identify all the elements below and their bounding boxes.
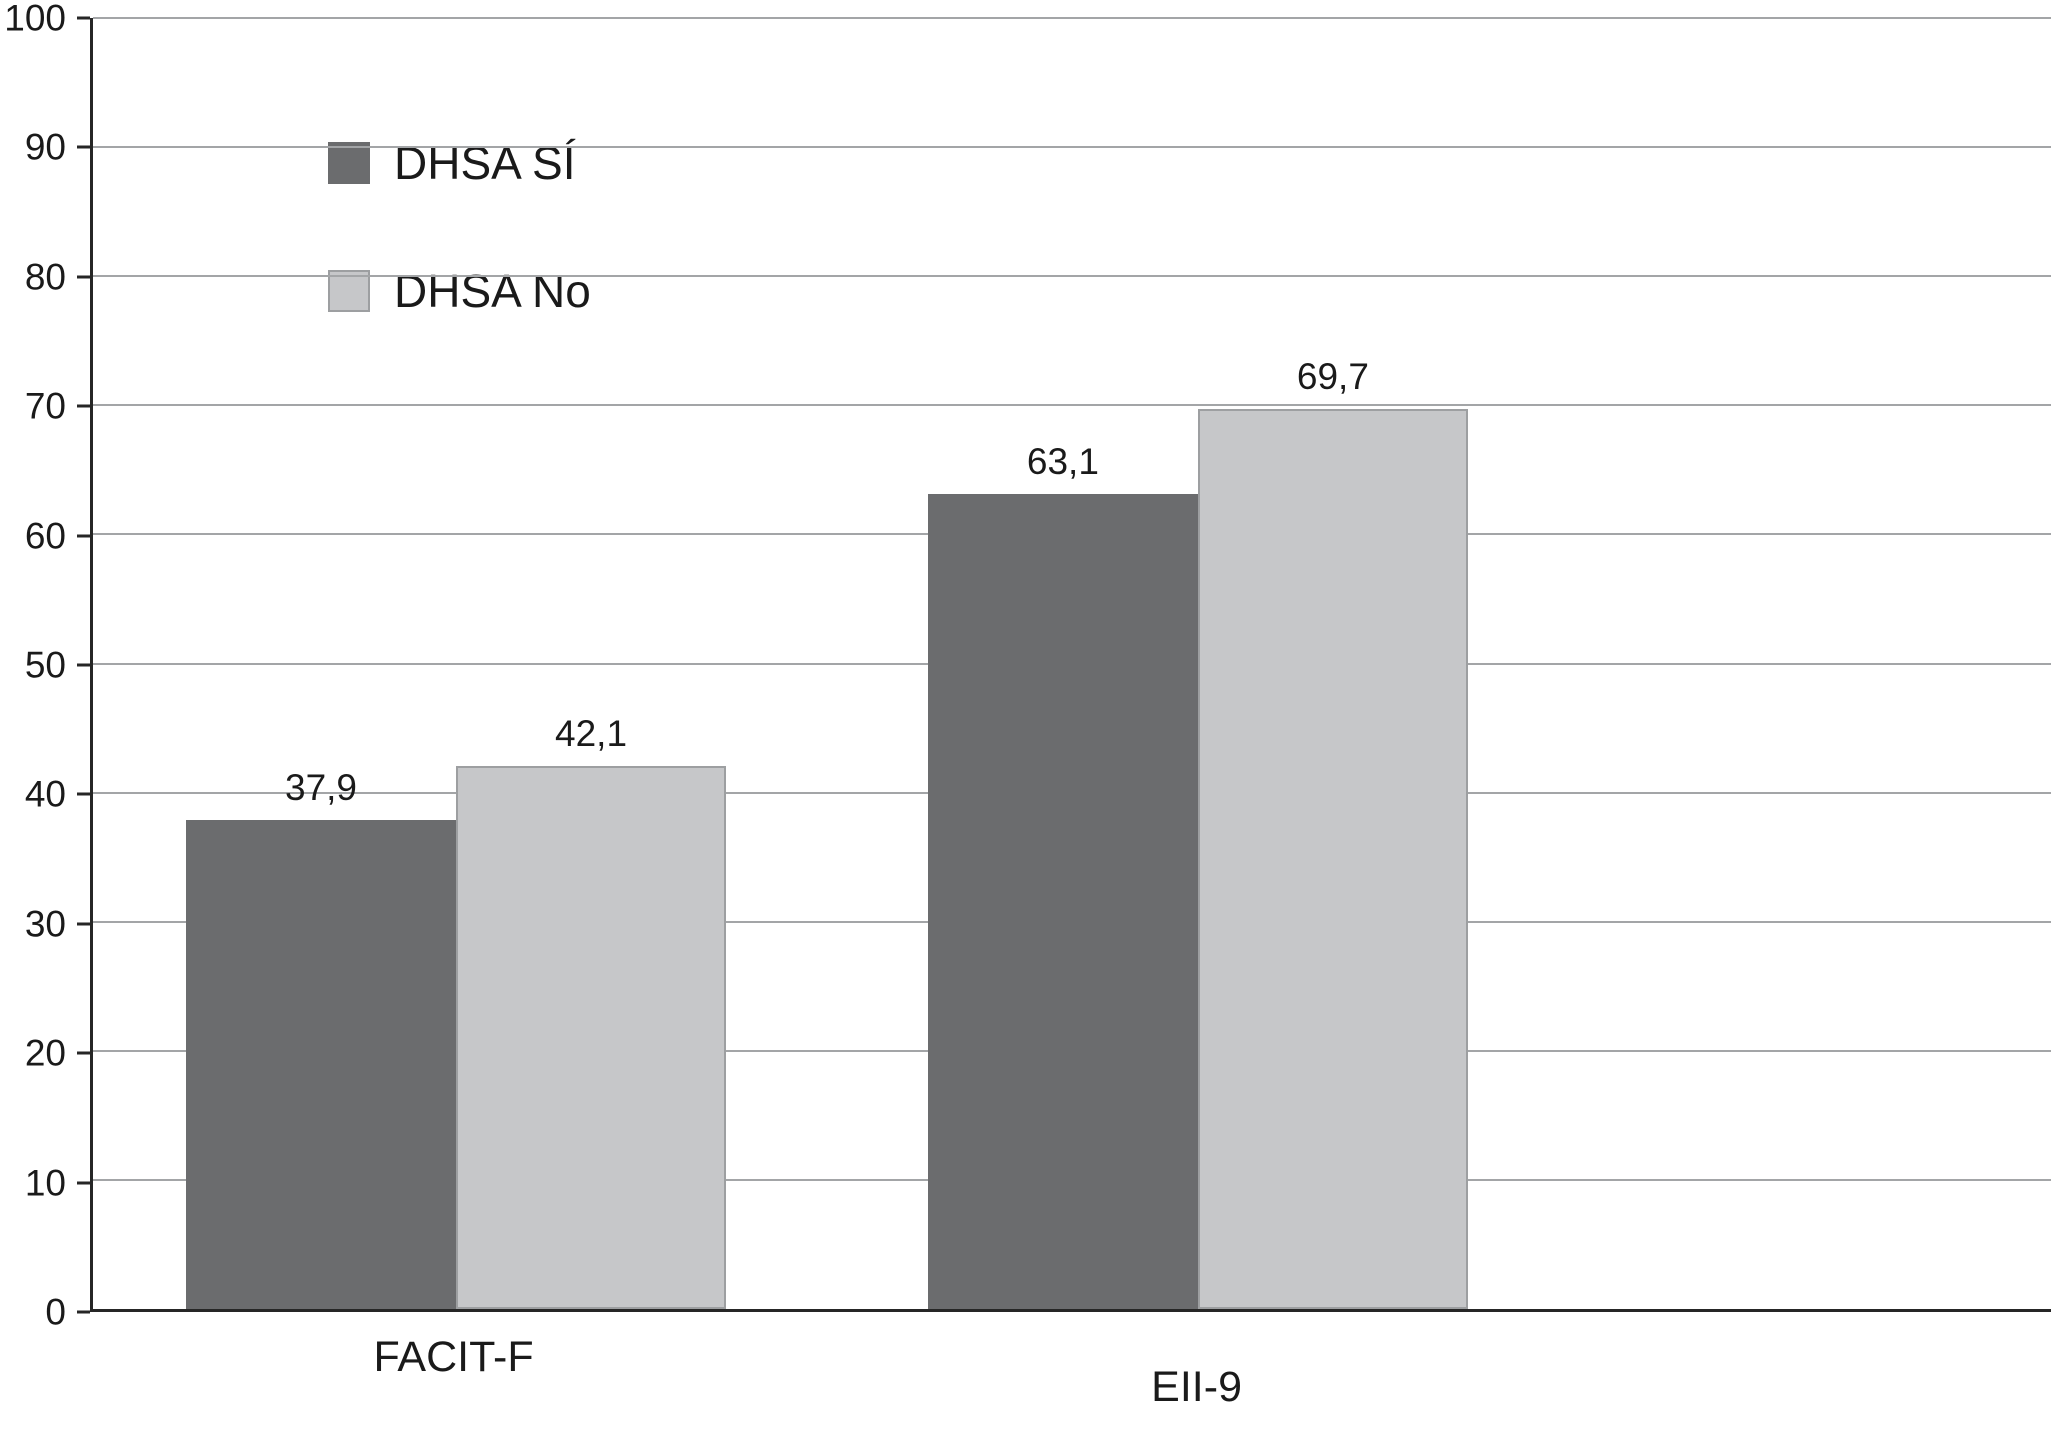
y-tick-label-20: 20 — [24, 1032, 66, 1074]
y-tick-mark — [77, 1310, 90, 1314]
y-tick-label-0: 0 — [45, 1291, 66, 1333]
bar-value-label-dhsa-no-facit-f: 42,1 — [555, 712, 628, 754]
y-tick-label-10: 10 — [24, 1162, 66, 1204]
y-tick-mark — [77, 663, 90, 667]
plot-area: DHSA SÍ DHSA No 37,9 63,1 42,1 69,7 — [90, 17, 2051, 1312]
bar-value-label-dhsa-si-facit-f: 37,9 — [284, 766, 358, 808]
gridline-90 — [93, 146, 2051, 149]
y-tick-mark — [77, 922, 90, 926]
y-tick-mark — [77, 275, 90, 279]
y-tick-mark — [77, 1181, 90, 1185]
x-axis: FACIT-F EII-9 — [90, 1322, 2051, 1432]
y-tick-label-40: 40 — [24, 773, 66, 815]
y-tick-mark — [77, 145, 90, 149]
gridline-70 — [93, 404, 2051, 407]
y-tick-mark — [77, 534, 90, 538]
bar-dhsa-si-eii-9 — [927, 494, 1198, 1309]
legend-swatch-dhsa-si — [328, 142, 370, 184]
bar-dhsa-no-facit-f — [456, 765, 726, 1309]
legend: DHSA SÍ DHSA No — [328, 140, 591, 314]
y-tick-label-90: 90 — [24, 126, 66, 168]
x-category-label-facit-f: FACIT-F — [373, 1333, 534, 1381]
y-tick-mark — [77, 404, 90, 408]
y-tick-mark — [77, 16, 90, 20]
y-tick-mark — [77, 792, 90, 796]
y-axis: 0 10 20 30 40 50 60 70 80 90 100 — [0, 0, 90, 1331]
x-category-label-eii-9: EII-9 — [1151, 1363, 1242, 1411]
bar-value-label-dhsa-si-eii-9: 63,1 — [1026, 441, 1099, 483]
y-tick-label-30: 30 — [24, 903, 66, 945]
y-tick-label-100: 100 — [4, 0, 66, 39]
bar-dhsa-no-eii-9 — [1197, 409, 1468, 1309]
y-tick-mark — [77, 1051, 90, 1055]
y-tick-label-80: 80 — [24, 256, 66, 298]
gridline-100 — [93, 17, 2051, 19]
y-tick-label-70: 70 — [24, 385, 66, 427]
y-tick-label-50: 50 — [24, 644, 66, 686]
bar-dhsa-si-facit-f — [186, 819, 456, 1309]
gridline-80 — [93, 275, 2051, 278]
y-tick-label-60: 60 — [24, 515, 66, 557]
bar-value-label-dhsa-no-eii-9: 69,7 — [1296, 356, 1369, 398]
